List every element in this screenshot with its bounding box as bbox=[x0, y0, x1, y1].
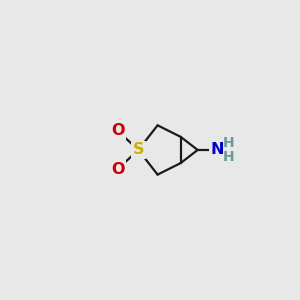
Text: H: H bbox=[223, 150, 234, 164]
Text: H: H bbox=[223, 136, 234, 150]
Text: S: S bbox=[133, 142, 144, 158]
Text: N: N bbox=[211, 142, 224, 158]
Text: O: O bbox=[111, 123, 124, 138]
Text: O: O bbox=[111, 162, 124, 177]
